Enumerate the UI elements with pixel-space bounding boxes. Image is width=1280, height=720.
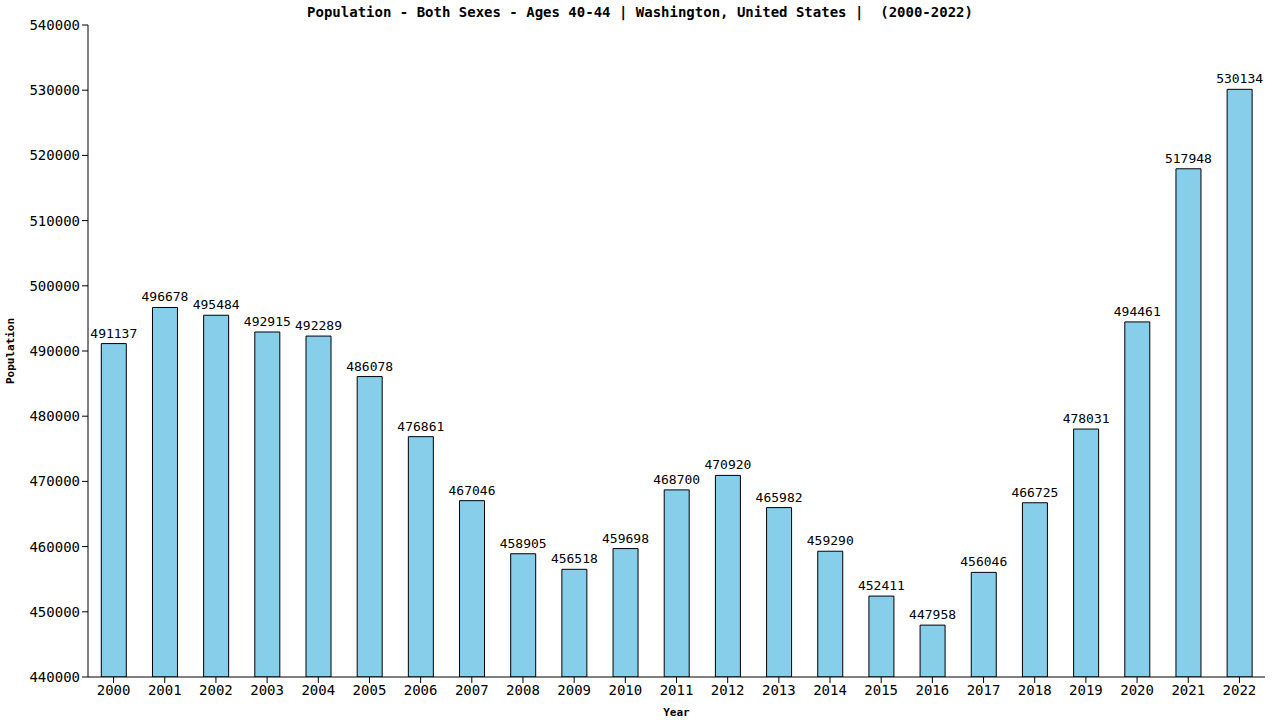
svg-text:2018: 2018 xyxy=(1018,682,1052,698)
svg-text:530000: 530000 xyxy=(29,82,80,98)
svg-text:468700: 468700 xyxy=(653,472,700,487)
svg-text:470920: 470920 xyxy=(704,457,751,472)
svg-text:496678: 496678 xyxy=(141,289,188,304)
svg-text:486078: 486078 xyxy=(346,359,393,374)
svg-text:467046: 467046 xyxy=(449,483,496,498)
svg-text:492289: 492289 xyxy=(295,318,342,333)
svg-text:2004: 2004 xyxy=(301,682,335,698)
svg-text:2001: 2001 xyxy=(148,682,182,698)
html-text:Population - Both Sexes - Ages: Population - Both Sexes - Ages 40-44 | W… xyxy=(307,4,973,20)
svg-text:2005: 2005 xyxy=(353,682,387,698)
svg-text:2007: 2007 xyxy=(455,682,489,698)
svg-text:2015: 2015 xyxy=(864,682,898,698)
svg-text:530134: 530134 xyxy=(1216,71,1263,86)
svg-text:478031: 478031 xyxy=(1063,411,1110,426)
svg-text:2011: 2011 xyxy=(660,682,694,698)
svg-text:447958: 447958 xyxy=(909,607,956,622)
svg-text:494461: 494461 xyxy=(1114,304,1161,319)
svg-text:459290: 459290 xyxy=(807,533,854,548)
svg-text:2010: 2010 xyxy=(608,682,642,698)
svg-text:480000: 480000 xyxy=(29,408,80,424)
svg-text:476861: 476861 xyxy=(397,419,444,434)
svg-text:510000: 510000 xyxy=(29,213,80,229)
svg-text:2008: 2008 xyxy=(506,682,540,698)
svg-text:520000: 520000 xyxy=(29,147,80,163)
svg-text:2016: 2016 xyxy=(916,682,950,698)
svg-text:2002: 2002 xyxy=(199,682,233,698)
svg-text:459698: 459698 xyxy=(602,531,649,546)
svg-text:2009: 2009 xyxy=(557,682,591,698)
svg-text:495484: 495484 xyxy=(193,297,240,312)
svg-text:440000: 440000 xyxy=(29,669,80,685)
svg-text:460000: 460000 xyxy=(29,539,80,555)
svg-text:2021: 2021 xyxy=(1171,682,1205,698)
svg-text:2014: 2014 xyxy=(813,682,847,698)
svg-text:2017: 2017 xyxy=(967,682,1001,698)
svg-text:470000: 470000 xyxy=(29,473,80,489)
svg-text:465982: 465982 xyxy=(756,490,803,505)
svg-text:452411: 452411 xyxy=(858,578,905,593)
svg-text:500000: 500000 xyxy=(29,278,80,294)
svg-text:450000: 450000 xyxy=(29,604,80,620)
svg-text:2013: 2013 xyxy=(762,682,796,698)
svg-text:Population: Population xyxy=(8,318,17,384)
svg-text:2020: 2020 xyxy=(1120,682,1154,698)
svg-text:490000: 490000 xyxy=(29,343,80,359)
svg-text:540000: 540000 xyxy=(29,17,80,33)
svg-text:2006: 2006 xyxy=(404,682,438,698)
svg-text:2000: 2000 xyxy=(97,682,131,698)
svg-text:2012: 2012 xyxy=(711,682,745,698)
svg-text:456046: 456046 xyxy=(960,554,1007,569)
svg-text:2003: 2003 xyxy=(250,682,284,698)
svg-text:466725: 466725 xyxy=(1011,485,1058,500)
svg-text:492915: 492915 xyxy=(244,314,291,329)
svg-text:517948: 517948 xyxy=(1165,151,1212,166)
svg-text:Year: Year xyxy=(663,706,690,719)
svg-text:491137: 491137 xyxy=(90,326,137,341)
svg-text:2022: 2022 xyxy=(1223,682,1257,698)
svg-text:456518: 456518 xyxy=(551,551,598,566)
svg-text:2019: 2019 xyxy=(1069,682,1103,698)
svg-text:458905: 458905 xyxy=(500,536,547,551)
